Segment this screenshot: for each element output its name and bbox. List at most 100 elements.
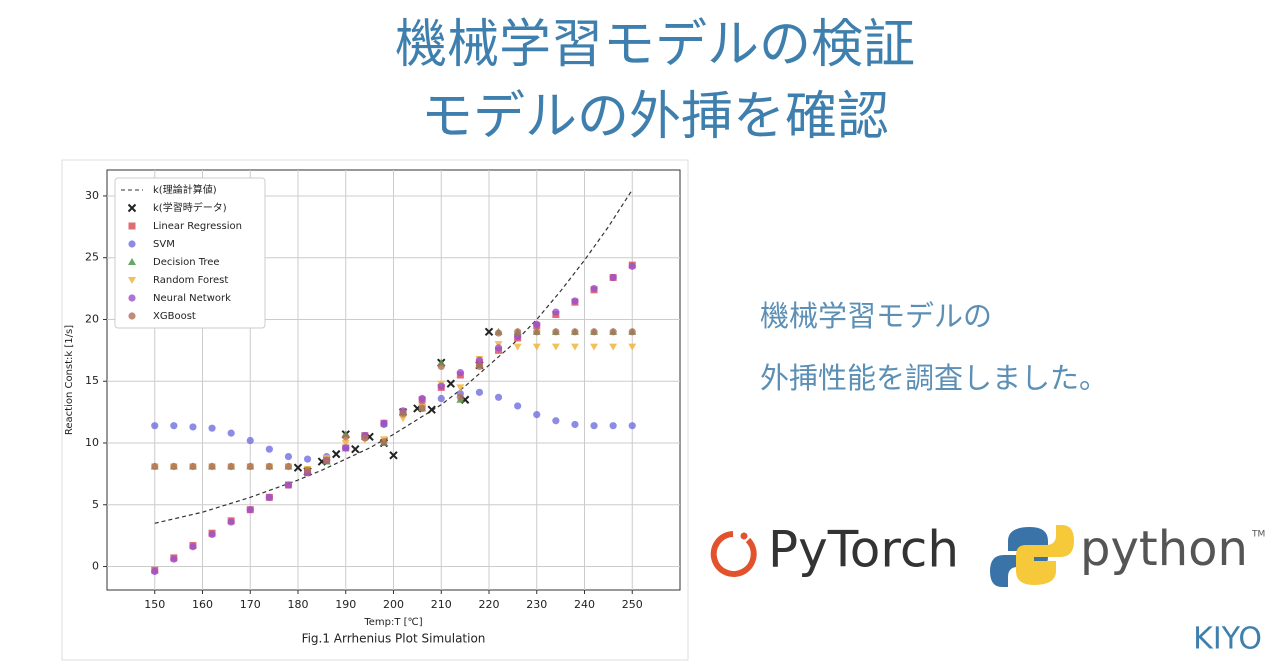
x-tick-label: 190: [335, 598, 356, 611]
marker: [494, 329, 503, 337]
marker: [514, 328, 522, 336]
chart-title: Fig.1 Arrhenius Plot Simulation: [302, 632, 486, 646]
x-tick-label: 160: [192, 598, 213, 611]
legend-label: k(学習時データ): [153, 201, 227, 214]
marker: [303, 455, 312, 463]
marker: [208, 530, 216, 539]
y-tick-label: 25: [85, 251, 99, 264]
marker: [418, 404, 426, 413]
pytorch-dot: [740, 532, 748, 540]
marker: [552, 308, 560, 316]
marker: [571, 420, 579, 429]
marker: [609, 343, 618, 351]
marker: [208, 462, 216, 471]
marker: [590, 284, 598, 293]
legend-label: Decision Tree: [153, 257, 220, 268]
marker: [170, 462, 178, 471]
marker: [265, 445, 273, 453]
marker: [494, 344, 503, 352]
marker: [484, 327, 494, 337]
marker: [437, 382, 445, 390]
python-icon: [990, 525, 1074, 587]
marker: [128, 258, 136, 265]
marker: [475, 362, 484, 371]
marker: [456, 368, 464, 377]
marker: [189, 423, 197, 431]
marker: [227, 429, 235, 437]
marker: [590, 328, 598, 336]
marker: [351, 444, 360, 454]
legend-label: Neural Network: [153, 293, 231, 304]
note-line: 外挿性能を調査しました。: [760, 361, 1108, 395]
marker: [227, 518, 235, 526]
line: [154, 189, 633, 524]
marker: [609, 273, 617, 282]
marker: [533, 410, 541, 419]
marker: [533, 320, 541, 329]
legend: k(理論計算値) k(学習時データ) Linear Regression SVM Dec…: [114, 177, 266, 329]
marker: [323, 456, 331, 464]
marker: [303, 466, 312, 474]
marker: [246, 506, 254, 514]
legend-label: Random Forest: [153, 275, 228, 286]
marker: [437, 362, 445, 371]
marker: [128, 222, 136, 230]
marker: [380, 438, 388, 446]
pytorch-icon: [710, 531, 757, 577]
marker: [127, 203, 137, 213]
marker: [380, 419, 388, 427]
marker: [590, 343, 599, 351]
marker: [427, 405, 436, 414]
marker: [151, 567, 159, 576]
marker: [227, 462, 235, 471]
marker: [514, 333, 522, 341]
marker: [571, 297, 579, 305]
marker: [437, 394, 445, 403]
x-tick-label: 200: [383, 598, 404, 611]
marker: [628, 328, 636, 336]
y-tick-label: 10: [85, 436, 99, 449]
x-tick-label: 170: [240, 598, 261, 611]
marker: [514, 402, 522, 410]
marker: [151, 422, 159, 430]
marker: [609, 422, 617, 430]
marker: [551, 343, 560, 351]
slide-title: モデルの外挿を確認: [421, 87, 889, 147]
marker: [456, 384, 465, 392]
marker: [494, 393, 503, 401]
marker: [552, 328, 560, 336]
marker: [284, 462, 293, 471]
x-tick-label: 180: [288, 598, 309, 611]
marker: [284, 481, 293, 489]
legend-label: SVM: [153, 239, 175, 250]
y-axis-label: Reaction Const:k [1/s]: [64, 325, 75, 435]
y-tick-label: 30: [85, 189, 99, 202]
marker: [533, 328, 541, 336]
marker: [532, 343, 541, 351]
marker: [399, 415, 408, 423]
marker: [513, 343, 522, 351]
x-axis-label: Temp:T [℃]: [363, 617, 422, 628]
marker: [590, 422, 598, 430]
marker: [389, 451, 398, 460]
marker: [265, 462, 273, 471]
y-tick-label: 5: [92, 498, 99, 511]
marker: [128, 294, 136, 302]
marker: [571, 328, 579, 336]
marker: [128, 312, 136, 320]
marker: [151, 462, 159, 471]
x-tick-label: 240: [574, 598, 595, 611]
marker: [628, 422, 636, 430]
marker: [208, 424, 216, 432]
legend-label: Linear Regression: [153, 221, 242, 232]
x-tick-label: 230: [526, 598, 547, 611]
logo-text: PyTorch: [768, 521, 959, 579]
marker: [128, 240, 136, 248]
note-line: 機械学習モデルの: [760, 299, 992, 333]
marker: [331, 449, 341, 459]
marker: [570, 343, 579, 351]
marker: [342, 444, 350, 452]
legend-label: XGBoost: [153, 311, 196, 322]
python-snake: [1016, 525, 1074, 585]
